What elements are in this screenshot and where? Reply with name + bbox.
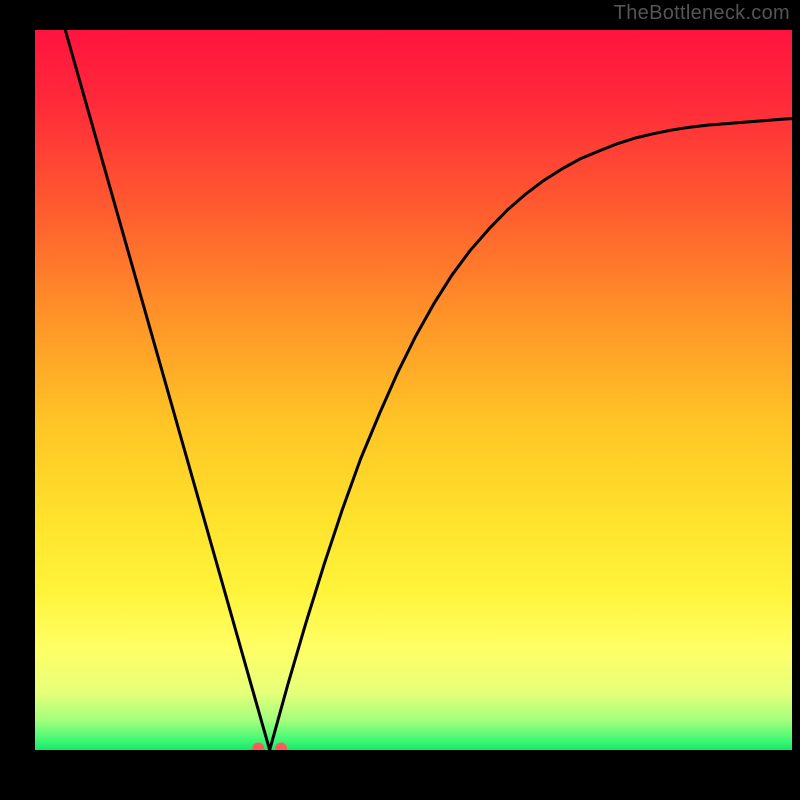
plot-area [35,30,792,750]
bottleneck-curve [35,30,792,750]
watermark-text: TheBottleneck.com [614,2,790,25]
chart-frame: TheBottleneck.com [0,0,800,800]
vertex-marker [252,743,264,750]
vertex-marker [275,743,287,750]
curve-path [65,30,792,750]
